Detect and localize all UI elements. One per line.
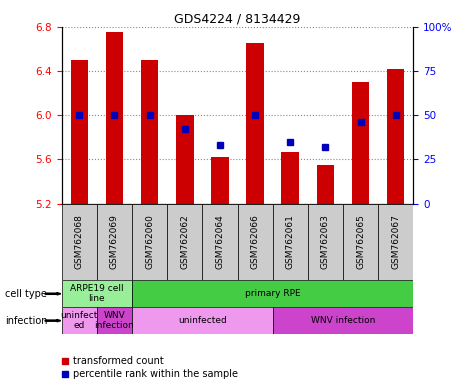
Text: GSM762069: GSM762069	[110, 215, 119, 269]
Bar	[387, 69, 404, 204]
Bar	[247, 43, 264, 204]
Bar	[97, 204, 132, 280]
Bar	[167, 204, 202, 280]
Text: GSM762062: GSM762062	[180, 215, 189, 269]
Text: uninfected: uninfected	[178, 316, 227, 325]
Text: GSM762064: GSM762064	[216, 215, 224, 269]
Bar	[273, 307, 413, 334]
Text: GSM762060: GSM762060	[145, 215, 154, 269]
Bar	[352, 82, 369, 204]
Bar	[97, 307, 132, 334]
Bar	[62, 307, 97, 334]
Text: GSM762067: GSM762067	[391, 215, 400, 269]
Bar	[176, 115, 194, 204]
Text: GSM762066: GSM762066	[251, 215, 259, 269]
Bar	[132, 280, 413, 307]
Text: infection: infection	[5, 316, 47, 326]
Text: GSM762068: GSM762068	[75, 215, 84, 269]
Bar	[141, 60, 158, 204]
Text: GSM762061: GSM762061	[286, 215, 294, 269]
Text: primary RPE: primary RPE	[245, 289, 301, 298]
Bar	[343, 204, 378, 280]
Text: WNV infection: WNV infection	[311, 316, 375, 325]
Bar	[62, 204, 97, 280]
Bar	[132, 307, 273, 334]
Bar	[316, 165, 334, 204]
Text: GSM762065: GSM762065	[356, 215, 365, 269]
Bar	[71, 60, 88, 204]
Text: WNV
infection: WNV infection	[95, 311, 134, 330]
Bar	[308, 204, 343, 280]
Bar	[62, 280, 132, 307]
Bar	[202, 204, 238, 280]
Bar	[238, 204, 273, 280]
Text: uninfect
ed: uninfect ed	[61, 311, 98, 330]
Title: GDS4224 / 8134429: GDS4224 / 8134429	[174, 13, 301, 26]
Bar	[132, 204, 167, 280]
Text: ARPE19 cell
line: ARPE19 cell line	[70, 284, 124, 303]
Text: GSM762063: GSM762063	[321, 215, 330, 269]
Bar	[378, 204, 413, 280]
Bar	[273, 204, 308, 280]
Bar	[211, 157, 228, 204]
Bar	[281, 152, 299, 204]
Text: cell type: cell type	[5, 289, 47, 299]
Legend: transformed count, percentile rank within the sample: transformed count, percentile rank withi…	[62, 356, 238, 379]
Bar	[105, 32, 124, 204]
